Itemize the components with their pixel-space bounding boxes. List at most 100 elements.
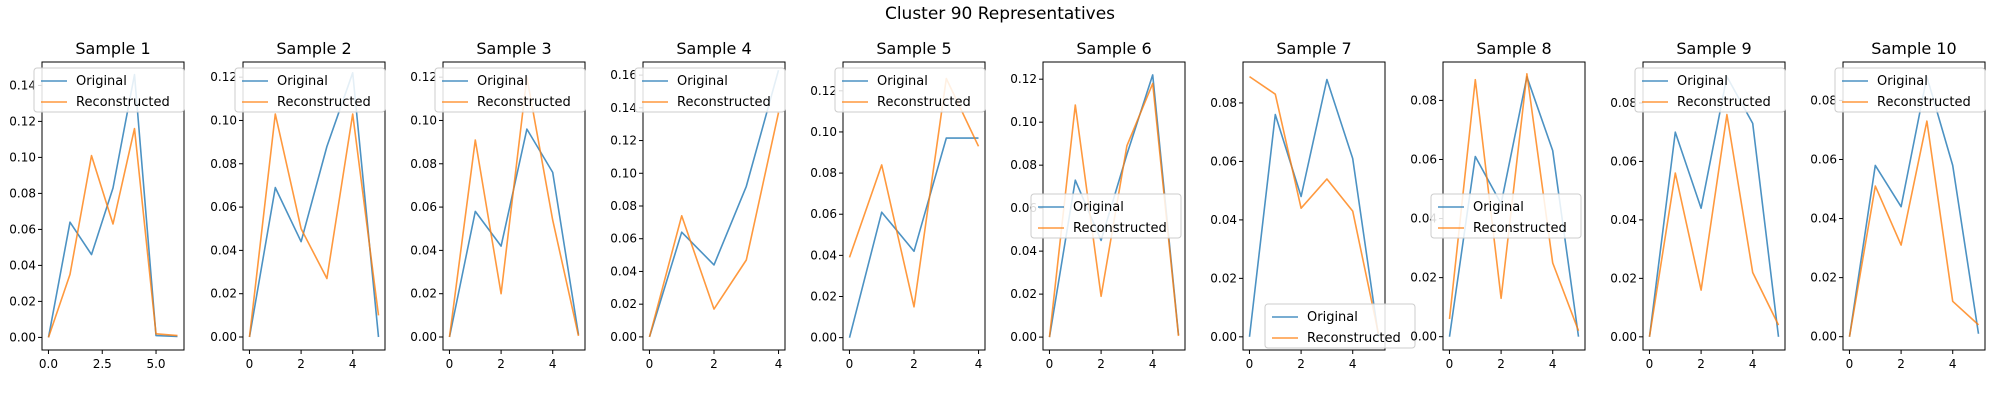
series-line-original: [448, 128, 580, 338]
y-tick-label: 0.08: [9, 186, 36, 200]
y-tick-label: 0.04: [1810, 212, 1837, 226]
x-tick-label: 0: [1046, 357, 1054, 371]
series-line-reconstructed: [1848, 120, 1980, 337]
x-tick-label: 5.0: [146, 357, 165, 371]
x-tick-label: 4: [349, 357, 357, 371]
series-line-reconstructed: [848, 77, 980, 308]
legend-label-original: Original: [677, 74, 728, 89]
subplot-6: Sample 6 0 2 4 0.00 0.02 0.04 0.06 0.08 0.10 0.12 O…: [1010, 39, 1186, 371]
legend: Original Reconstructed: [33, 67, 185, 113]
y-tick-label: 0.00: [1210, 330, 1237, 344]
subplot-title: Sample 9: [1676, 39, 1751, 58]
y-tick-label: 0.04: [210, 243, 237, 257]
x-tick-label: 4: [1349, 357, 1357, 371]
subplot-9: Sample 9 0 2 4 0.00 0.02 0.04 0.06 0.08 Original R…: [1610, 39, 1786, 371]
x-tick-label: 4: [1749, 357, 1757, 371]
y-tick-label: 0.12: [210, 70, 237, 84]
legend: Original Reconstructed: [1430, 193, 1582, 239]
y-tick-label: 0.10: [410, 113, 437, 127]
y-tick-label: 0.10: [610, 166, 637, 180]
subplot-title: Sample 1: [75, 39, 150, 58]
y-tick-label: 0.00: [1610, 330, 1637, 344]
y-tick-label: 0.10: [1010, 115, 1037, 129]
series-line-original: [648, 69, 780, 338]
x-tick-label: 2: [710, 357, 718, 371]
series-line-original: [47, 73, 178, 338]
subplot-8: Sample 8 0 2 4 0.00 0.02 0.04 0.06 0.08 Original R…: [1410, 39, 1586, 371]
subplot-2: Sample 20 2 40.000.020.040.060.080.100.12 O…: [210, 39, 386, 371]
y-tick-label: 0.02: [1010, 287, 1037, 301]
x-tick-label: 4: [1949, 357, 1957, 371]
x-tick-label: 0: [1646, 357, 1654, 371]
y-tick-label: 0.08: [210, 157, 237, 171]
y-tick-label: 0.12: [9, 114, 36, 128]
legend-label-reconstructed: Reconstructed: [1677, 95, 1771, 110]
subplot-title: Sample 8: [1476, 39, 1551, 58]
y-tick-label: 0.16: [610, 68, 637, 82]
x-tick-label: 0: [646, 357, 654, 371]
series-line-original: [1848, 76, 1980, 337]
y-tick-label: 0.02: [1810, 271, 1837, 285]
y-tick-label: 0.06: [1610, 154, 1637, 168]
x-tick-label: 0.0: [39, 357, 58, 371]
legend: Original Reconstructed: [1634, 67, 1786, 113]
subplot-title: Sample 6: [1076, 39, 1151, 58]
subplot-1: Sample 1 0.0 2.5 5.0 0.00 0.02 0.04 0.06 0.08 0.1…: [9, 39, 185, 371]
series-line-original: [848, 137, 979, 338]
x-tick-label: 0: [246, 357, 254, 371]
x-tick-label: 4: [1149, 357, 1157, 371]
legend-label-original: Original: [477, 74, 528, 89]
legend-label-reconstructed: Reconstructed: [1473, 221, 1567, 236]
figure-title: Cluster 90 Representatives: [884, 4, 1116, 24]
legend-box: [33, 67, 185, 113]
legend-box: [1634, 67, 1786, 113]
y-tick-label: 0.02: [210, 287, 237, 301]
legend: Original Reconstructed: [834, 67, 986, 113]
y-tick-label: 0.00: [410, 330, 437, 344]
legend: Original Reconstructed: [1030, 193, 1182, 239]
y-tick-label: 0.04: [610, 264, 637, 278]
y-tick-label: 0.14: [9, 78, 36, 92]
x-tick-label: 0: [1446, 357, 1454, 371]
y-tick-label: 0.06: [9, 222, 36, 236]
y-tick-label: 0.08: [1410, 93, 1437, 107]
legend-box: [234, 67, 386, 113]
y-tick-label: 0.00: [1010, 330, 1037, 344]
x-tick-label: 4: [1549, 357, 1557, 371]
legend-box: [634, 67, 786, 113]
y-tick-label: 0.06: [610, 232, 637, 246]
y-tick-label: 0.00: [210, 330, 237, 344]
series-line-reconstructed: [47, 127, 178, 338]
x-tick-label: 0: [446, 357, 454, 371]
legend-label-reconstructed: Reconstructed: [1073, 221, 1167, 236]
subplot-title: Sample 2: [276, 39, 351, 58]
legend: Original Reconstructed: [634, 67, 786, 113]
legend-box: [1264, 303, 1416, 349]
y-tick-label: 0.02: [410, 287, 437, 301]
x-tick-label: 2: [297, 357, 305, 371]
legend-label-reconstructed: Reconstructed: [1307, 331, 1401, 346]
axes-frame: [1642, 61, 1786, 351]
x-tick-label: 2.5: [93, 357, 112, 371]
axes-frame: [1242, 61, 1386, 351]
legend-label-original: Original: [1073, 200, 1124, 215]
legend-label-original: Original: [76, 74, 127, 89]
subplot-4: Sample 4 0 2 4 0.00 0.02 0.04 0.06 0.08 0.10 0.12 0…: [610, 39, 786, 371]
y-tick-label: 0.10: [9, 150, 36, 164]
x-tick-label: 4: [549, 357, 557, 371]
y-tick-label: 0.08: [1810, 93, 1837, 107]
subplot-3: Sample 30 2 40.000.020.040.060.080.100.12 O…: [410, 39, 586, 371]
legend-box: [1030, 193, 1182, 239]
y-tick-label: 0.08: [810, 166, 837, 180]
y-tick-label: 0.14: [610, 101, 637, 115]
legend-label-original: Original: [877, 74, 928, 89]
subplot-7: Sample 7 0 2 4 0.00 0.02 0.04 0.06 0.08 Original R…: [1210, 39, 1416, 371]
axes-frame: [442, 61, 586, 351]
y-tick-label: 0.00: [1810, 330, 1837, 344]
legend-box: [1430, 193, 1582, 239]
y-tick-label: 0.06: [1410, 152, 1437, 166]
y-tick-label: 0.08: [1010, 158, 1037, 172]
y-tick-label: 0.10: [210, 113, 237, 127]
y-tick-label: 0.04: [9, 258, 36, 272]
series-line-original: [1648, 75, 1780, 337]
